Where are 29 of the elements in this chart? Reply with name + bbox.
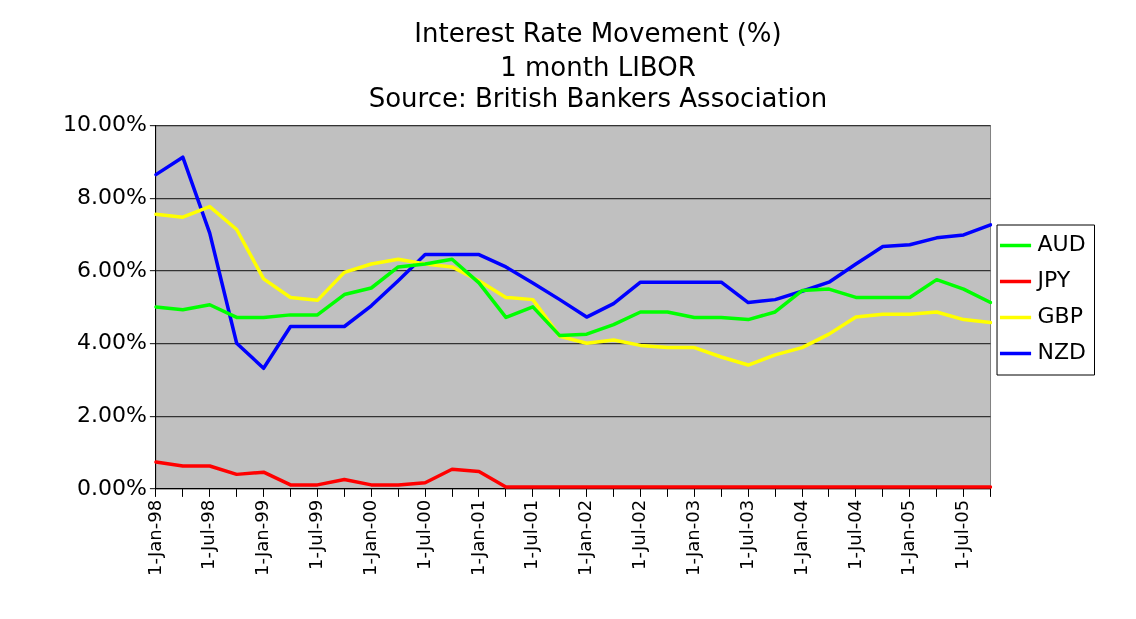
x-tick-label: 1-Jan-98	[143, 499, 165, 577]
x-tick-label: 1-Jan-03	[682, 499, 704, 577]
y-tick-label: 2.00%	[77, 401, 147, 427]
legend-label: NZD	[1037, 339, 1086, 365]
y-tick-label: 8.00%	[77, 183, 147, 209]
x-tick-label: 1-Jan-05	[897, 499, 919, 577]
x-tick-label: 1-Jan-04	[789, 499, 811, 577]
x-tick-label: 1-Jan-00	[358, 499, 380, 577]
x-tick-label: 1-Jul-05	[951, 499, 973, 570]
legend-label: GBP	[1037, 303, 1083, 329]
x-tick-label: 1-Jul-00	[412, 499, 434, 570]
x-tick-label: 1-Jul-03	[735, 499, 757, 570]
x-tick-label: 1-Jul-98	[197, 499, 219, 570]
y-tick-label: 10.00%	[63, 111, 147, 137]
y-tick-label: 0.00%	[77, 474, 147, 500]
x-tick-label: 1-Jan-01	[466, 499, 488, 577]
x-tick-label: 1-Jan-99	[251, 499, 273, 577]
x-tick-label: 1-Jul-01	[520, 499, 542, 570]
source-note: Source: British Bankers Association	[368, 82, 828, 113]
legend-label: JPY	[1035, 267, 1071, 293]
x-tick-label: 1-Jul-02	[628, 499, 650, 570]
x-tick-label: 1-Jul-99	[305, 499, 327, 570]
chart-subtitle: 1 month LIBOR	[500, 51, 696, 82]
legend-label: AUD	[1037, 231, 1086, 257]
x-tick-label: 1-Jul-04	[843, 499, 865, 570]
x-tick-label: 1-Jan-02	[574, 499, 596, 577]
chart-title: Interest Rate Movement (%)	[414, 18, 782, 49]
y-tick-label: 6.00%	[77, 256, 147, 282]
y-tick-label: 4.00%	[77, 329, 147, 355]
